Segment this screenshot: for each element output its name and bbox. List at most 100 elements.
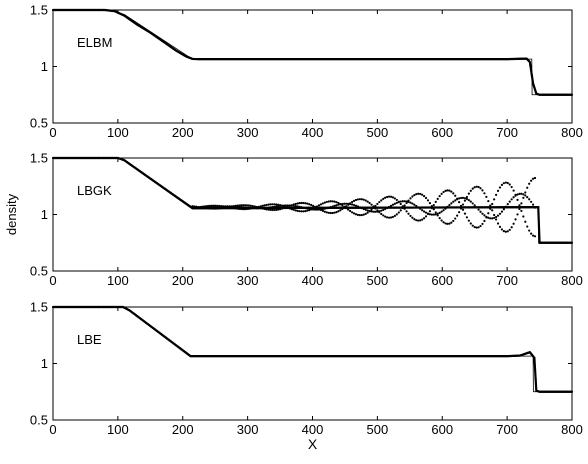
oscillation-point (308, 207, 311, 211)
oscillation-point (310, 208, 313, 211)
x-tick-label: 0 (49, 422, 56, 437)
oscillation-point (405, 200, 408, 203)
oscillation-point (413, 203, 416, 206)
oscillation-point (214, 207, 217, 210)
oscillation-point (265, 203, 268, 207)
x-tick-label: 600 (431, 125, 453, 140)
oscillation-point (378, 200, 381, 204)
oscillation-point (282, 206, 286, 210)
oscillation-point (473, 225, 476, 229)
oscillation-point (234, 205, 237, 208)
oscillation-point (384, 215, 387, 218)
oscillation-point (481, 189, 484, 192)
oscillation-point (514, 194, 517, 197)
oscillation-point (255, 207, 258, 210)
oscillation-point (531, 234, 535, 237)
density-point (533, 86, 536, 89)
oscillation-point (327, 206, 330, 209)
oscillation-point (241, 206, 245, 209)
oscillation-point (341, 207, 344, 211)
oscillation-point (313, 208, 317, 211)
oscillation-point (489, 207, 492, 210)
oscillation-point (302, 210, 305, 213)
oscillation-point (325, 211, 328, 214)
oscillation-point (290, 204, 293, 207)
oscillation-point (421, 218, 424, 221)
oscillation-point (298, 210, 301, 213)
simulated-density-line (53, 8, 572, 96)
oscillation-point (456, 198, 459, 201)
x-tick-label: 400 (302, 422, 324, 437)
oscillation-point (292, 208, 295, 211)
oscillation-point (366, 200, 369, 203)
oscillation-point (280, 204, 284, 207)
oscillation-point (489, 217, 492, 220)
oscillation-point (419, 207, 422, 210)
oscillation-point (366, 209, 369, 212)
oscillation-point (325, 207, 328, 210)
panel-label: LBGK (77, 183, 112, 198)
oscillation-point (504, 181, 507, 184)
oscillation-point (382, 214, 385, 217)
oscillation-point (434, 211, 437, 214)
oscillation-point (312, 208, 315, 211)
oscillation-point (493, 198, 496, 201)
oscillation-point (436, 197, 439, 200)
oscillation-point (395, 213, 398, 216)
y-tick-label: 1 (41, 356, 48, 371)
oscillation-point (210, 206, 214, 209)
x-tick-label: 0 (49, 273, 56, 288)
oscillation-point (374, 210, 377, 213)
oscillation-point (448, 222, 451, 225)
oscillation-point (516, 198, 519, 201)
oscillation-point (407, 212, 410, 215)
x-tick-label: 200 (172, 273, 194, 288)
oscillation-point (352, 199, 356, 203)
oscillation-point (312, 204, 315, 207)
oscillation-point (360, 207, 363, 210)
oscillation-point (315, 205, 319, 208)
oscillation-point (399, 209, 402, 212)
oscillation-point (224, 205, 227, 208)
panel-label: ELBM (77, 35, 112, 50)
oscillation-point (240, 204, 243, 207)
oscillation-point (273, 205, 276, 208)
oscillation-point (452, 200, 455, 203)
oscillation-point (512, 222, 515, 225)
oscillation-point (356, 198, 360, 201)
oscillation-point (479, 187, 482, 190)
oscillation-point (506, 181, 509, 185)
oscillation-point (267, 208, 270, 211)
oscillation-point (436, 212, 439, 215)
x-tick-label: 600 (431, 422, 453, 437)
oscillation-point (259, 205, 262, 208)
oscillation-point (446, 205, 449, 208)
oscillation-point (399, 200, 402, 203)
oscillation-point (275, 208, 278, 211)
oscillation-point (489, 204, 492, 207)
oscillation-point (487, 212, 490, 215)
oscillation-point (498, 186, 502, 189)
oscillation-point (473, 186, 476, 189)
oscillation-point (368, 201, 371, 205)
oscillation-point (456, 214, 459, 217)
oscillation-point (395, 201, 398, 204)
oscillation-point (403, 207, 406, 210)
oscillation-point (506, 230, 509, 233)
oscillation-point (498, 212, 502, 215)
oscillation-point (446, 222, 449, 226)
oscillation-point (345, 207, 348, 210)
oscillation-point (327, 211, 330, 214)
oscillation-point (454, 199, 457, 202)
oscillation-point (319, 203, 323, 206)
oscillation-point (526, 186, 529, 189)
oscillation-point (282, 204, 286, 207)
oscillation-point (422, 194, 426, 198)
oscillation-point (290, 208, 293, 211)
oscillation-point (419, 192, 422, 196)
density-point (531, 355, 535, 358)
x-tick-label: 600 (431, 273, 453, 288)
oscillation-point (502, 182, 505, 185)
oscillation-point (524, 194, 527, 197)
oscillation-point (261, 207, 264, 210)
